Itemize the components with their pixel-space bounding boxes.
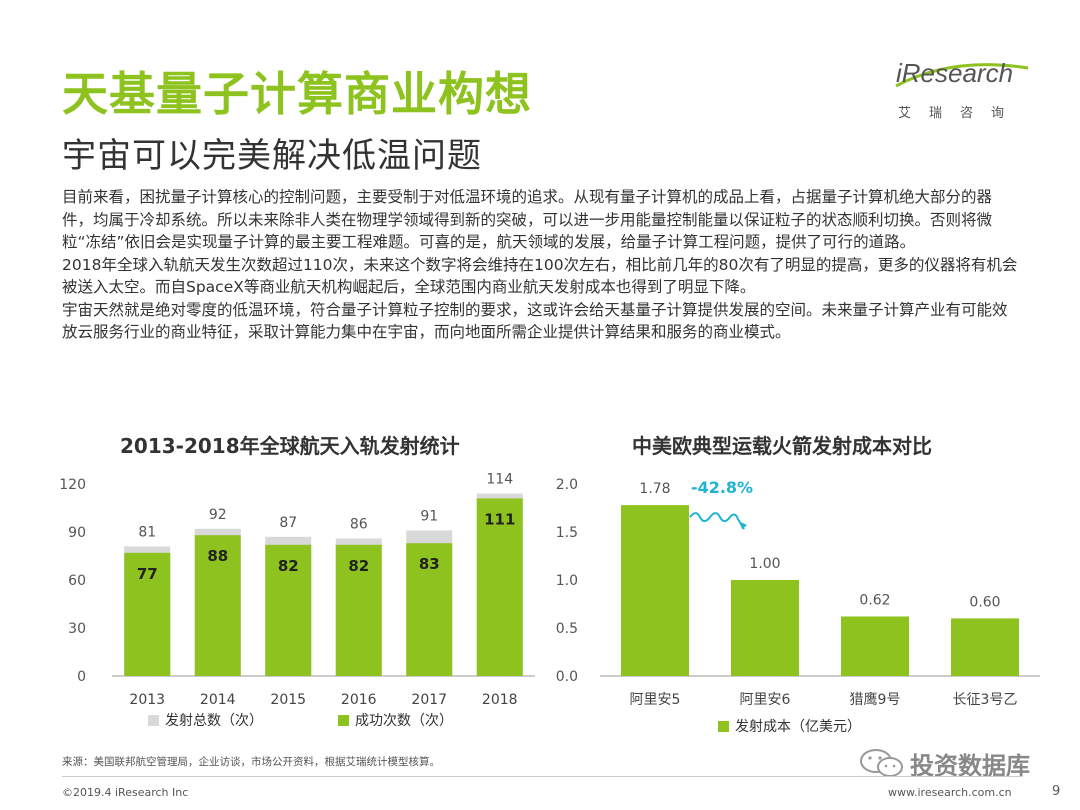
x-tick-label: 长征3号乙: [953, 692, 1018, 708]
legend-success-swatch: [338, 714, 349, 726]
bar-success: [124, 552, 171, 676]
legend-total: 发射总数（次）: [148, 710, 263, 730]
paragraph-1: 目前来看，困扰量子计算核心的控制问题，主要受制于对低温环境的追求。从现有量子计算…: [62, 188, 993, 251]
total-value-label: 91: [420, 508, 438, 524]
success-value-label: 111: [484, 510, 515, 528]
footer-divider: [62, 776, 1022, 777]
x-tick-label: 2013: [129, 692, 165, 708]
paragraph-3: 宇宙天然就是绝对零度的低温环境，符合量子计算粒子控制的要求，这或许会给天基量子计…: [62, 300, 1008, 342]
bar-cost: [841, 616, 909, 676]
wechat-icon: [860, 748, 903, 777]
x-tick-label: 2015: [270, 692, 306, 708]
page-subtitle: 宇宙可以完美解决低温问题: [62, 136, 482, 176]
copyright: ©2019.4 iResearch Inc: [62, 786, 189, 799]
legend-total-swatch: [148, 714, 159, 726]
x-tick-label: 猎鹰9号: [850, 692, 901, 708]
total-value-label: 87: [279, 515, 297, 531]
reduction-annotation: -42.8%: [691, 478, 753, 497]
logo-swoosh-icon: [895, 63, 1029, 88]
website-link[interactable]: www.iresearch.com.cn: [888, 786, 1012, 799]
source-note: 来源：美国联邦航空管理局，企业访谈，市场公开资料，根据艾瑞统计模型核算。: [62, 756, 440, 768]
legend-cost-swatch: [718, 720, 729, 732]
logo-word: iResearch: [896, 58, 1014, 88]
x-tick-label: 阿里安5: [630, 692, 681, 708]
y-tick-label: 0.0: [556, 669, 578, 685]
legend-success-label: 成功次数（次）: [355, 713, 453, 729]
success-value-label: 88: [207, 547, 228, 565]
x-tick-label: 2018: [482, 692, 518, 708]
legend-cost: 发射成本（亿美元）: [718, 716, 861, 736]
bar-success: [406, 543, 453, 676]
iresearch-logo: iResearch 艾瑞咨询: [888, 58, 1029, 128]
body-text: 目前来看，困扰量子计算核心的控制问题，主要受制于对低温环境的追求。从现有量子计算…: [62, 186, 1022, 344]
bar-success: [335, 544, 382, 676]
legend-success: 成功次数（次）: [338, 710, 453, 730]
bar-total: [335, 538, 382, 676]
cost-value-label: 1.78: [639, 481, 670, 497]
bar-total: [476, 493, 523, 676]
total-value-label: 81: [138, 524, 156, 540]
x-tick-label: 2014: [200, 692, 236, 708]
y-tick-label: 0: [77, 669, 86, 685]
page-number: 9: [1052, 784, 1061, 799]
bar-success: [265, 544, 312, 676]
bar-total: [124, 546, 171, 676]
y-tick-label: 120: [59, 477, 86, 493]
watermark-text: 投资数据库: [910, 752, 1030, 780]
bar-total: [265, 536, 312, 676]
squiggle-arrow-icon: [689, 512, 745, 530]
legend-total-label: 发射总数（次）: [165, 713, 263, 729]
bar-total: [194, 528, 241, 676]
bar-success: [476, 498, 523, 676]
y-tick-label: 1.0: [556, 573, 578, 589]
y-tick-label: 90: [68, 525, 86, 541]
y-tick-label: 60: [68, 573, 86, 589]
x-tick-label: 2016: [341, 692, 377, 708]
total-value-label: 86: [350, 516, 368, 532]
arrowhead-icon: [739, 521, 747, 530]
page-title: 天基量子计算商业构想: [62, 67, 532, 121]
total-value-label: 114: [486, 472, 513, 488]
cost-value-label: 0.62: [859, 592, 890, 608]
x-tick-label: 阿里安6: [740, 692, 791, 708]
cost-value-label: 0.60: [969, 594, 1000, 610]
x-tick-label: 2017: [411, 692, 447, 708]
success-value-label: 77: [137, 565, 158, 583]
y-tick-label: 0.5: [556, 621, 578, 637]
logo-subtext: 艾瑞咨询: [898, 106, 1023, 121]
bar-success: [194, 535, 241, 676]
paragraph-2: 2018年全球入轨航天发生次数超过110次，未来这个数字将会维持在100次左右，…: [62, 255, 1018, 297]
bar-cost: [731, 580, 799, 676]
bar-cost: [951, 618, 1019, 676]
legend-cost-label: 发射成本（亿美元）: [735, 719, 861, 735]
total-value-label: 92: [209, 507, 227, 523]
success-value-label: 82: [348, 557, 369, 575]
cost-value-label: 1.00: [749, 556, 780, 572]
cost-chart-title: 中美欧典型运载火箭发射成本对比: [632, 434, 932, 458]
bar-total: [406, 530, 453, 676]
launch-chart-title: 2013-2018年全球航天入轨发射统计: [120, 434, 460, 458]
y-tick-label: 1.5: [556, 525, 578, 541]
bar-cost: [621, 505, 689, 676]
success-value-label: 82: [278, 557, 299, 575]
success-value-label: 83: [419, 555, 440, 573]
y-tick-label: 2.0: [556, 477, 578, 493]
watermark: 投资数据库: [858, 746, 1030, 781]
y-tick-label: 30: [68, 621, 86, 637]
